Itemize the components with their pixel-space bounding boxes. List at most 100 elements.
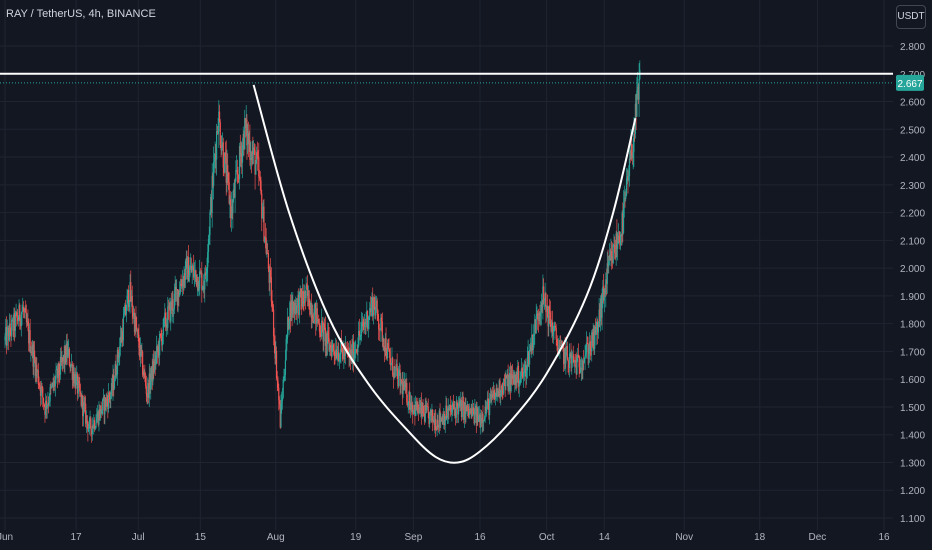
candle-up <box>596 316 598 335</box>
candle-up <box>563 347 565 371</box>
candle-body <box>502 390 504 394</box>
candle-body <box>46 405 48 410</box>
candle-up <box>429 412 431 429</box>
candle-body <box>171 299 173 311</box>
candle-down <box>579 356 581 374</box>
candle-up <box>365 311 367 335</box>
candle-up <box>309 300 312 315</box>
y-tick-label: 2.000 <box>900 264 925 275</box>
candle-up <box>181 269 184 296</box>
candle-down <box>435 426 437 431</box>
candle-down <box>473 408 475 425</box>
candle-body <box>105 397 107 407</box>
candle-body <box>140 345 142 354</box>
candle-up <box>233 182 235 203</box>
candle-body <box>61 357 63 363</box>
candle-body <box>618 235 620 241</box>
candle-body <box>537 313 539 320</box>
candle-down <box>537 310 539 331</box>
candle-down <box>491 386 494 400</box>
candle-up <box>393 365 395 380</box>
candle-body <box>304 290 306 304</box>
candle-down <box>329 341 332 356</box>
candle-body <box>184 272 186 280</box>
candle-body <box>239 146 241 157</box>
candle-body <box>281 400 283 405</box>
candle-body <box>62 357 64 362</box>
candle-up <box>247 123 249 155</box>
candle-down <box>363 318 365 331</box>
candle-down <box>10 327 12 347</box>
candle-body <box>321 320 323 337</box>
candle-up <box>409 392 412 419</box>
candle-body <box>317 319 319 322</box>
candle-down <box>300 287 302 310</box>
candle-body <box>282 379 284 398</box>
currency-unit-button[interactable]: USDT <box>896 5 926 29</box>
candle-up <box>296 298 298 326</box>
candle-body <box>331 345 333 357</box>
candle-body <box>536 313 538 317</box>
candle-body <box>389 358 392 366</box>
candle-down <box>180 274 182 287</box>
candle-up <box>122 306 124 347</box>
candle-body <box>59 374 61 376</box>
drawing-annotations[interactable] <box>0 72 893 464</box>
candle-body <box>153 359 156 372</box>
candle-body <box>139 345 142 357</box>
candle-up <box>110 377 113 399</box>
candle-body <box>31 351 33 354</box>
candle-body <box>486 408 488 413</box>
candle-body <box>78 380 80 383</box>
time-axis[interactable]: Jun17Jul15Aug19Sep16Oct14Nov18Dec16 <box>0 532 890 543</box>
candle-body <box>232 199 234 214</box>
candle-up <box>361 311 363 342</box>
candle-up <box>548 305 550 337</box>
candle-body <box>151 366 153 382</box>
candle-body <box>210 196 213 213</box>
candle-up <box>526 346 528 379</box>
candle-down <box>543 278 545 305</box>
candle-up <box>253 140 255 164</box>
candle-body <box>472 407 474 416</box>
candle-up <box>474 403 477 416</box>
candle-body <box>159 333 161 335</box>
candle-body <box>251 150 253 161</box>
candle-body <box>292 301 294 315</box>
candle-body <box>457 403 460 415</box>
candle-body <box>387 343 389 349</box>
candle-down <box>506 374 508 379</box>
candle-up <box>230 191 233 232</box>
candle-up <box>189 257 191 278</box>
candle-up <box>299 285 301 298</box>
candle-body <box>638 78 640 100</box>
candle-down <box>554 321 557 331</box>
candle-body <box>566 346 568 359</box>
candle-down <box>537 308 540 333</box>
candle-up <box>196 274 198 297</box>
candle-down <box>607 249 609 274</box>
candle-down <box>513 371 515 385</box>
cup-pattern-curve[interactable] <box>252 84 637 464</box>
candle-up <box>205 267 207 283</box>
candle-down <box>463 396 465 424</box>
candle-down <box>231 199 233 220</box>
candle-up <box>21 304 23 326</box>
candle-body <box>150 379 152 389</box>
price-axis[interactable]: 2.8002.7002.6002.5002.4002.3002.2002.100… <box>900 42 925 525</box>
candle-down <box>422 399 424 417</box>
candle-down <box>448 405 450 420</box>
candle-body <box>497 390 499 397</box>
candle-up <box>255 159 257 175</box>
candle-body <box>620 235 622 236</box>
candle-body <box>332 344 334 346</box>
candle-up <box>368 315 370 330</box>
candle-body <box>336 357 338 359</box>
candle-body <box>577 354 579 359</box>
candle-up <box>64 340 66 375</box>
candle-body <box>435 429 437 431</box>
candle-body <box>68 348 70 350</box>
candle-body <box>381 321 383 342</box>
candle-down <box>161 329 163 351</box>
